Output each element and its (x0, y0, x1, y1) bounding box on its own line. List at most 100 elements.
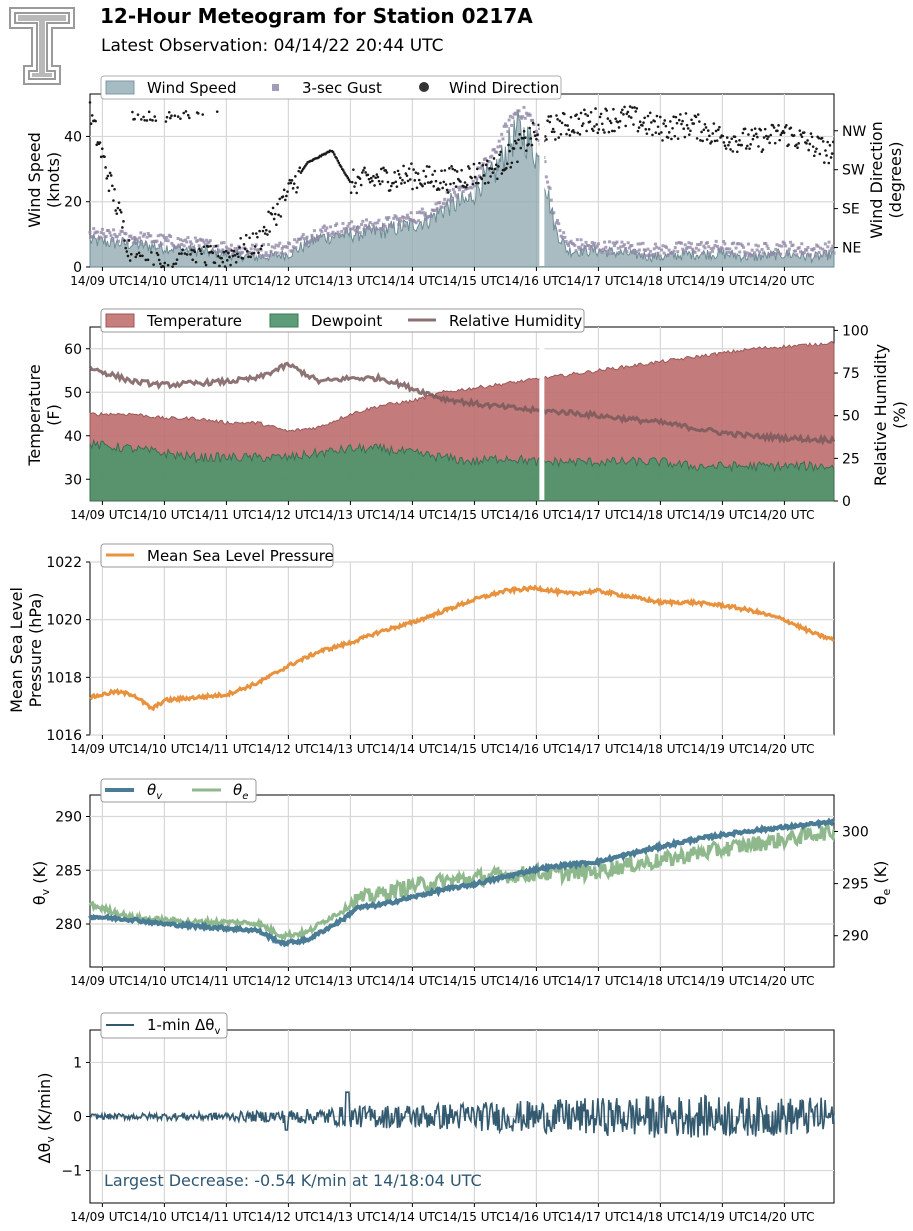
gust-marker (234, 250, 238, 254)
wind-direction-point (584, 112, 587, 116)
wind-direction-point (571, 128, 575, 132)
wind-direction-point (600, 122, 604, 126)
wind-direction-point (234, 260, 238, 264)
wind-direction-point (465, 183, 469, 187)
gust-marker (327, 234, 331, 238)
wind-direction-point (448, 167, 451, 170)
wind-direction-point (439, 181, 442, 185)
wind-direction-point (331, 150, 335, 154)
wind-direction-point (296, 186, 299, 189)
wind-direction-point (203, 261, 207, 264)
gust-marker (455, 195, 459, 199)
wind-direction-point (412, 168, 415, 171)
gust-marker (219, 241, 223, 245)
wind-direction-point (199, 249, 202, 253)
wind-direction-point (516, 160, 519, 164)
wind-direction-point (148, 118, 152, 121)
wind-direction-point (731, 150, 735, 153)
legend-swatch-dewpoint (269, 313, 299, 328)
x-tick-label: 14/16 UTC (504, 742, 566, 756)
gust-marker (376, 221, 380, 225)
gust-marker (506, 130, 510, 134)
wind-direction-point (743, 127, 747, 131)
wind-direction-point (666, 136, 670, 139)
gust-marker (575, 238, 579, 242)
wind-direction-point (220, 256, 223, 260)
y-tick-label: −1 (61, 1164, 82, 1180)
wind-direction-point (705, 138, 709, 141)
gust-marker (475, 177, 479, 181)
wind-direction-point (622, 113, 625, 116)
gust-marker (615, 240, 619, 244)
gust-marker (408, 218, 412, 222)
gust-marker (608, 240, 612, 244)
wind-direction-point (333, 153, 336, 156)
gust-marker (574, 249, 578, 253)
gust-marker (272, 253, 276, 257)
gust-marker (381, 228, 385, 232)
wind-direction-point (145, 119, 149, 122)
y2-tick-label: NE (842, 241, 861, 257)
gust-marker (800, 242, 804, 246)
gust-marker (712, 246, 716, 250)
wind-direction-point (121, 226, 124, 229)
gust-marker (276, 244, 280, 248)
pressure-axis-label: Mean Sea LevelPressure (hPa) (7, 587, 45, 713)
gust-marker (523, 116, 527, 120)
wind-direction-point (427, 165, 431, 169)
wind-direction-point (410, 162, 413, 165)
gust-marker (166, 239, 170, 243)
theta-grid (90, 795, 834, 967)
wind-direction-point (776, 129, 779, 133)
gust-marker (244, 248, 248, 252)
gust-marker (117, 239, 121, 243)
wind-direction-point (237, 255, 240, 259)
gust-marker (304, 242, 308, 246)
gust-marker (511, 116, 515, 120)
gust-marker (363, 223, 367, 227)
temperature-time-ticks: 14/09 UTC 14/10 UTC 14/11 UTC 14/12 UTC 14/1… (70, 501, 814, 522)
theta-plot-frame (89, 794, 835, 968)
wind-direction-point (658, 115, 662, 119)
wind-direction-point (704, 126, 708, 129)
gust-marker (584, 240, 588, 244)
wind-direction-point (180, 252, 183, 255)
gust-marker (176, 237, 180, 241)
wind-direction-point (261, 229, 265, 233)
temperature-axis-label: Temperature(F) (25, 364, 63, 466)
wind-direction-point (131, 110, 134, 114)
wind-direction-point (566, 124, 569, 127)
wind-direction-point (555, 114, 558, 117)
wind-direction-point (473, 175, 477, 179)
wind-direction-point (169, 116, 172, 120)
wind-direction-ticks: NE SE SW NW (834, 124, 866, 257)
gust-marker (374, 227, 378, 231)
wind-direction-point (243, 247, 247, 251)
gust-marker (207, 240, 211, 244)
wind-direction-point (559, 132, 563, 136)
wind-direction-point (797, 142, 800, 145)
wind-direction-point (223, 265, 227, 268)
wind-direction-point (490, 167, 494, 171)
wind-direction-point (382, 166, 385, 170)
wind-direction-point (133, 117, 136, 121)
gust-marker (635, 250, 639, 254)
gust-marker (765, 244, 769, 248)
wind-direction-point (609, 121, 613, 125)
wind-direction-point (808, 142, 812, 146)
gust-marker (756, 244, 760, 248)
gust-marker (98, 235, 102, 239)
wind-direction-point (753, 127, 757, 130)
gust-marker (342, 227, 346, 231)
gust-marker (644, 248, 648, 252)
gust-marker (295, 240, 299, 244)
wind-direction-point (177, 252, 181, 255)
gust-marker (599, 248, 603, 252)
gust-marker (341, 221, 345, 225)
wind-direction-point (182, 111, 186, 115)
wind-direction-point (621, 108, 624, 112)
x-tick-label: 14/10 UTC (132, 508, 194, 522)
wind-direction-point (565, 132, 568, 136)
theta-time-ticks: 14/09 UTC 14/10 UTC 14/11 UTC 14/12 UTC 14/1… (70, 967, 814, 988)
